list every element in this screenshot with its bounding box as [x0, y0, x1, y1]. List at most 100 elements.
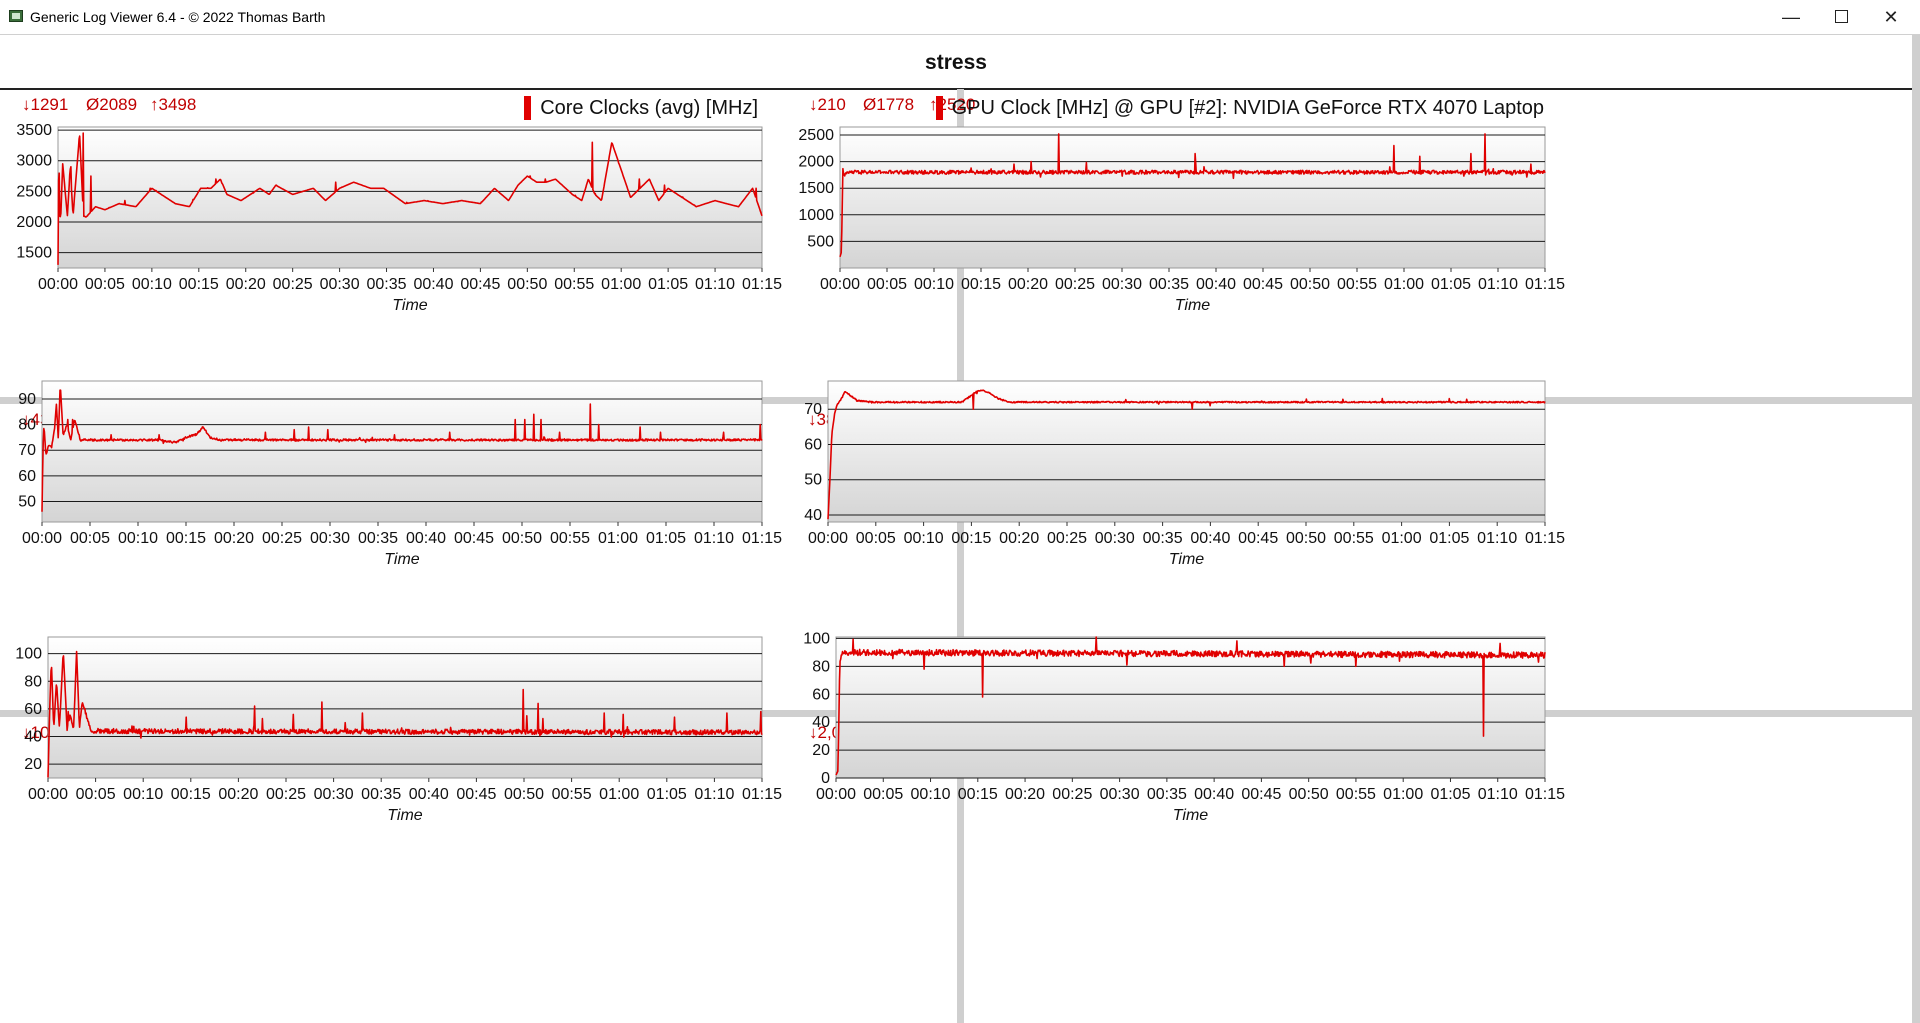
- x-tick-label: 01:00: [601, 276, 641, 293]
- x-tick-label: 00:50: [1290, 276, 1330, 293]
- scrollbar-track[interactable]: [1912, 35, 1920, 1023]
- y-tick-label: 90: [18, 391, 36, 408]
- y-tick-label: 20: [24, 756, 42, 773]
- series-line: [47, 650, 763, 778]
- chart-svg: 50 60 70 80 90 00:00 00:05 00:10 00:15 00:20 00:25…: [18, 380, 782, 568]
- x-tick-label: 00:10: [911, 786, 951, 803]
- x-tick-label: 00:40: [413, 276, 453, 293]
- x-tick-label: 00:30: [310, 530, 350, 547]
- stat-avg-symbol: Ø: [86, 95, 100, 114]
- x-tick-label: 00:00: [38, 276, 78, 293]
- chart-svg: 1500 2000 2500 3000 3500 00:00 00:05 00:10 00:15…: [16, 122, 782, 314]
- plot-area: [835, 636, 1546, 779]
- stat-min: ↓1291: [22, 95, 68, 125]
- x-tick-label: 00:10: [118, 530, 158, 547]
- x-tick-label: 00:35: [1149, 276, 1189, 293]
- x-tick-label: 00:35: [1147, 786, 1187, 803]
- series-line: [41, 389, 763, 512]
- x-tick-label: 00:10: [914, 276, 954, 293]
- y-tick-label: 1000: [798, 207, 834, 224]
- x-tick-label: 00:10: [904, 530, 944, 547]
- chart-svg: 20 40 60 80 100 00:00 00:05 00:10 00:15 00:20 00:2…: [15, 636, 782, 824]
- chart-svg: 40 50 60 70 00:00 00:05 00:10 00:15 00:20 00:25 00…: [804, 380, 1565, 568]
- window-titlebar: Generic Log Viewer 6.4 - © 2022 Thomas B…: [0, 0, 1920, 35]
- chart-svg: 500 1000 1500 2000 2500 00:00 00:05 00:10 00:15 0…: [798, 126, 1565, 314]
- x-axis-label: Time: [387, 807, 423, 824]
- x-tick-label: 00:35: [1143, 530, 1183, 547]
- plot-area: [47, 636, 763, 779]
- x-tick-label: 01:00: [1382, 530, 1422, 547]
- y-tick-label: 20: [812, 742, 830, 759]
- minimize-button[interactable]: —: [1782, 7, 1800, 27]
- x-tick-label: 00:25: [1047, 530, 1087, 547]
- x-tick-label: 00:55: [550, 530, 590, 547]
- x-tick-label: 00:25: [1052, 786, 1092, 803]
- window-title: Generic Log Viewer 6.4 - © 2022 Thomas B…: [30, 9, 326, 25]
- stat-min-symbol: ↓: [808, 410, 817, 429]
- x-tick-label: 00:30: [1095, 530, 1135, 547]
- maximize-button[interactable]: [1818, 0, 1864, 34]
- stat-max: ↑2520: [929, 95, 975, 125]
- x-tick-label: 01:15: [1525, 276, 1565, 293]
- x-tick-label: 01:00: [599, 786, 639, 803]
- x-tick-label: 01:10: [1477, 530, 1517, 547]
- page-title: stress: [925, 51, 987, 74]
- stat-min: ↓210: [809, 95, 846, 125]
- chart-panel-core-clocks: ↓1291 Ø2089 ↑3498 Core Clocks (avg) [MHz] 15…: [0, 89, 957, 397]
- y-tick-label: 60: [812, 686, 830, 703]
- y-tick-label: 2000: [16, 214, 52, 231]
- x-tick-label: 00:00: [28, 786, 68, 803]
- x-tick-label: 00:45: [1238, 530, 1278, 547]
- x-tick-label: 00:20: [226, 276, 266, 293]
- x-tick-label: 01:10: [695, 276, 735, 293]
- x-tick-label: 00:40: [1194, 786, 1234, 803]
- y-tick-label: 40: [24, 729, 42, 746]
- x-tick-label: 00:30: [320, 276, 360, 293]
- y-tick-label: 60: [804, 436, 822, 453]
- x-tick-label: 00:35: [358, 530, 398, 547]
- x-tick-label: 00:05: [863, 786, 903, 803]
- chart-title: GPU Clock [MHz] @ GPU [#2]: NVIDIA GeFor…: [935, 93, 1544, 123]
- chart-panel-gpu-power: ↓2,092Ø87,38↑99,38GPU Power [W]020406080…: [803, 630, 1912, 1023]
- y-tick-label: 50: [18, 493, 36, 510]
- x-tick-label: 00:45: [454, 530, 494, 547]
- x-tick-label: 00:15: [958, 786, 998, 803]
- x-tick-label: 01:15: [742, 276, 782, 293]
- stat-min-symbol: ↓: [809, 95, 818, 114]
- plot-area: [41, 380, 763, 523]
- x-axis-label: Time: [392, 297, 428, 314]
- x-tick-label: 00:10: [132, 276, 172, 293]
- chart-title-text: Core Clocks (avg) [MHz]: [540, 96, 758, 119]
- x-tick-label: 01:00: [1384, 276, 1424, 293]
- stat-min-symbol: ↓: [22, 723, 31, 742]
- x-tick-label: 01:15: [1525, 530, 1565, 547]
- x-tick-label: 00:05: [85, 276, 125, 293]
- y-tick-label: 60: [24, 701, 42, 718]
- x-tick-label: 00:55: [552, 786, 592, 803]
- plot-area: [57, 126, 763, 269]
- y-tick-label: 60: [18, 468, 36, 485]
- x-tick-label: 00:55: [554, 276, 594, 293]
- close-button[interactable]: ✕: [1883, 7, 1899, 27]
- x-tick-label: 00:40: [1190, 530, 1230, 547]
- y-tick-label: 80: [18, 417, 36, 434]
- x-tick-label: 00:50: [507, 276, 547, 293]
- x-tick-label: 01:10: [1478, 276, 1518, 293]
- y-tick-label: 500: [807, 233, 834, 250]
- x-tick-label: 00:55: [1336, 786, 1376, 803]
- series-legend-swatch: [935, 96, 943, 120]
- stat-min-symbol: ↓: [22, 410, 31, 429]
- x-axis-label: Time: [1175, 297, 1211, 314]
- log-header: stress: [0, 35, 1912, 90]
- x-tick-label: 01:05: [648, 276, 688, 293]
- x-tick-label: 00:15: [961, 276, 1001, 293]
- y-tick-label: 100: [15, 646, 42, 663]
- y-tick-label: 3000: [16, 153, 52, 170]
- x-tick-label: 00:15: [179, 276, 219, 293]
- x-tick-label: 01:10: [694, 530, 734, 547]
- x-axis-label: Time: [1173, 807, 1209, 824]
- series-line: [839, 133, 1546, 258]
- x-tick-label: 00:45: [1243, 276, 1283, 293]
- x-tick-label: 01:15: [742, 786, 782, 803]
- stat-min-symbol: ↓: [809, 723, 818, 742]
